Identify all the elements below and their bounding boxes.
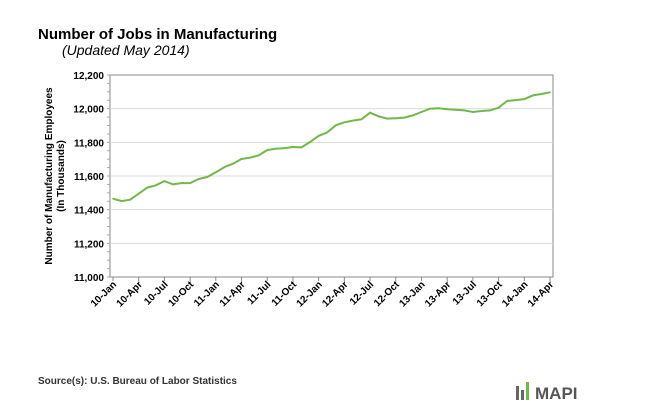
y-tick-label: 11,000 [74,273,104,284]
data-point [275,147,277,150]
data-point [540,93,543,95]
x-tick-label: 10-Apr [115,279,145,309]
x-tick-label: 13-Jan [397,279,427,309]
data-point [497,106,500,109]
data-point [480,110,483,112]
x-tick-label: 13-Apr [423,279,453,309]
chart-title: Number of Jobs in Manufacturing [38,26,278,43]
data-point [429,107,431,110]
line-chart: 11,000 11,200 11,400 11,600 11,800 12,000 12,2… [44,71,556,310]
data-point [326,131,329,134]
x-tick-label: 13-Oct [475,279,505,309]
y-tick-label: 11,600 [74,172,104,183]
data-point [112,197,114,200]
data-point [309,141,311,143]
x-tick-label: 10-Jul [142,279,170,307]
data-point [514,99,517,101]
data-point [360,118,363,121]
x-tick-label: 12-Apr [320,279,350,309]
x-tick-label: 12-Jan [295,279,325,309]
data-point [129,198,131,201]
data-point [197,178,200,180]
y-tick-label: 12,000 [73,105,104,116]
data-point [343,121,346,124]
data-point [463,109,466,112]
data-point [189,182,191,184]
data-point [300,146,303,149]
x-tick-label: 11-Oct [270,279,300,309]
data-point [206,176,209,178]
y-axis-label-line1: Number of Manufacturing Employees [44,87,55,265]
data-point [394,117,397,120]
data-point [155,184,157,187]
data-point [180,182,183,184]
data-point [454,108,457,111]
data-point [412,114,414,117]
data-point [506,100,508,102]
data-point [283,147,286,149]
data-point [232,162,234,165]
data-point [386,117,388,120]
data-point [403,116,406,119]
data-point [446,108,448,111]
mapi-logo: MAPI [516,380,586,407]
x-tick-label: 10-Oct [166,279,196,309]
data-point [240,158,243,160]
data-point [532,94,534,97]
source-note: Source(s): U.S. Bureau of Labor Statisti… [38,376,237,387]
data-point [215,171,217,174]
data-point [437,107,440,110]
y-tick-label: 11,400 [74,206,104,217]
y-tick-label: 11,200 [74,239,104,250]
data-point [489,109,491,112]
y-axis-label-line2: (In Thousands) [56,140,67,212]
x-tick-label: 14-Apr [526,279,556,309]
data-point [257,154,260,157]
x-tick-label: 14-Jan [500,279,530,309]
data-point [163,180,166,182]
y-tick-label: 11,800 [74,138,104,149]
y-tick-label: 12,200 [73,71,104,82]
x-tick-label: 13-Jul [451,279,479,307]
data-point [334,124,337,127]
data-point [472,111,474,113]
data-point [137,192,140,195]
x-tick-label: 12-Oct [372,279,402,309]
x-tick-label: 11-Jul [246,279,274,307]
x-tick-label: 11-Jan [192,279,222,309]
svg-text:MAPI: MAPI [535,384,578,402]
data-point [523,98,526,100]
data-point [317,135,320,137]
data-point [120,200,123,202]
data-point [249,156,251,159]
data-point [549,91,551,94]
data-point [420,111,423,113]
data-point [146,186,149,189]
chart-subtitle: (Updated May 2014) [62,42,190,58]
x-tick-label: 12-Jul [348,279,376,307]
data-point [377,115,380,118]
data-point [369,111,371,114]
data-point [292,146,294,148]
data-point [352,119,354,122]
data-point [266,149,269,151]
data-point [223,166,226,168]
x-tick-label: 11-Apr [218,279,248,309]
series-line [112,91,551,203]
data-point [172,183,174,186]
